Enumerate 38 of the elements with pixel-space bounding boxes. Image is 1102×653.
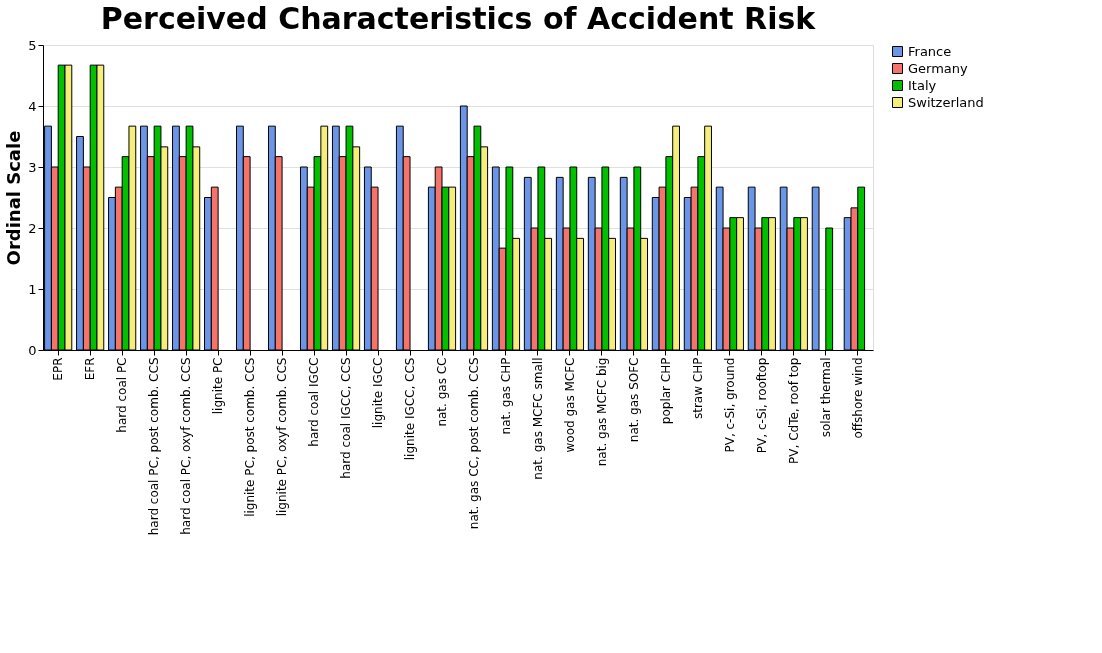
y-tick-label: 2 xyxy=(28,220,37,236)
x-tick-label: EFR xyxy=(83,357,98,381)
x-tick-label: lignite IGCC xyxy=(371,357,386,429)
x-tick-label: hard coal PC, oxyf comb. CCS xyxy=(179,357,194,535)
chart-title: Perceived Characteristics of Accident Risk xyxy=(100,1,817,36)
x-tick-label: nat. gas CC xyxy=(435,357,450,427)
x-tick-label: nat. gas MCFC small xyxy=(530,357,545,480)
y-tick-label: 0 xyxy=(28,342,37,358)
legend-label: Italy xyxy=(908,77,937,93)
y-axis-title: Ordinal Scale xyxy=(3,130,25,266)
x-tick-label: nat. gas CC, post comb. CCS xyxy=(466,357,481,530)
x-tick-label: wood gas MCFC xyxy=(562,357,577,453)
legend-label: Switzerland xyxy=(908,94,984,110)
x-tick-label: PV, c-Si, ground xyxy=(722,357,737,453)
x-tick-label: straw CHP xyxy=(690,357,705,420)
x-tick-label: nat. gas SOFC xyxy=(626,357,641,443)
x-tick-label: hard coal IGCC xyxy=(307,357,322,447)
y-tick-label: 5 xyxy=(28,37,37,53)
y-tick-label: 1 xyxy=(28,281,37,297)
y-tick-label: 4 xyxy=(28,98,37,114)
x-tick-label: offshore wind xyxy=(850,357,865,439)
x-tick-label: lignite PC, post comb. CCS xyxy=(243,357,258,517)
x-tick-label: PV, c-Si, rooftop xyxy=(754,357,769,454)
x-tick-label: lignite PC, oxyf comb. CCS xyxy=(275,357,290,517)
x-tick-label: hard coal PC, post comb. CCS xyxy=(147,357,162,536)
x-tick-label: solar thermal xyxy=(818,357,833,438)
x-tick-label: hard coal PC xyxy=(115,357,130,433)
x-tick-label: lignite IGCC, CCS xyxy=(403,357,418,461)
x-tick-label: nat. gas MCFC big xyxy=(594,357,609,467)
x-tick-label: poplar CHP xyxy=(658,357,673,425)
legend-label: France xyxy=(908,43,952,59)
y-tick-label: 3 xyxy=(28,159,37,175)
x-tick-label: nat. gas CHP xyxy=(498,357,513,435)
x-tick-label: PV, CdTe, roof top xyxy=(786,357,801,464)
x-tick-label: lignite PC xyxy=(211,357,226,415)
x-tick-label: hard coal IGCC, CCS xyxy=(339,357,354,479)
x-tick-label: EPR xyxy=(51,357,66,381)
legend-label: Germany xyxy=(908,60,969,76)
